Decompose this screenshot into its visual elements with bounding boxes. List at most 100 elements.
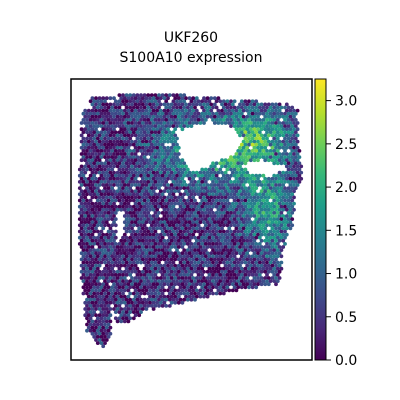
tissue-spot (239, 118, 244, 122)
tissue-spot (200, 291, 205, 296)
tissue-spot (83, 127, 88, 132)
tissue-spot (203, 105, 208, 110)
tissue-spot (209, 226, 214, 231)
tissue-spot (103, 266, 107, 271)
tissue-spot (140, 238, 145, 243)
tissue-spot (243, 136, 248, 141)
tissue-spot (97, 288, 102, 293)
tissue-spot (247, 260, 251, 265)
tissue-spot (124, 211, 129, 215)
tissue-spot (277, 195, 282, 200)
tissue-spot (113, 285, 118, 290)
tissue-spot (164, 124, 169, 128)
tissue-spot (189, 111, 194, 116)
tissue-spot (247, 235, 251, 240)
tissue-spot (113, 173, 118, 178)
tissue-spot (119, 145, 124, 150)
tissue-spot (286, 192, 291, 197)
tissue-spot (265, 229, 269, 234)
tissue-spot (155, 201, 160, 206)
tissue-spot (297, 167, 302, 172)
tissue-spot (220, 220, 224, 225)
tissue-spot (128, 198, 133, 203)
tissue-spot (122, 214, 127, 218)
tissue-spot (155, 102, 160, 107)
tissue-spot (176, 96, 181, 101)
tissue-spot (266, 152, 271, 156)
tissue-spot (275, 273, 280, 277)
tissue-spot (182, 211, 187, 215)
tissue-spot (252, 152, 257, 156)
tissue-spot (103, 186, 107, 191)
tissue-spot (196, 254, 201, 259)
tissue-spot (257, 149, 262, 153)
tissue-spot (234, 158, 239, 163)
tissue-spot (247, 173, 251, 178)
tissue-spot (200, 279, 205, 283)
tissue-spot (185, 266, 190, 271)
tissue-spot (101, 127, 106, 132)
tissue-spot (223, 164, 228, 169)
tissue-spot (248, 189, 253, 194)
tissue-spot (106, 149, 111, 153)
tissue-spot (261, 111, 266, 116)
tissue-spot (187, 214, 192, 218)
tissue-spot (212, 257, 217, 262)
tissue-spot (272, 136, 277, 141)
tissue-spot (211, 291, 215, 296)
tissue-spot (151, 220, 156, 225)
tissue-spot (221, 279, 226, 283)
tissue-spot (286, 124, 291, 128)
tissue-spot (178, 260, 183, 265)
tissue-spot (203, 111, 208, 116)
tissue-spot (257, 124, 262, 128)
tissue-spot (149, 180, 154, 184)
tissue-spot (202, 257, 206, 262)
tissue-spot (115, 207, 120, 212)
tissue-spot (155, 226, 160, 231)
tissue-spot (241, 220, 246, 225)
tissue-spot (103, 304, 107, 308)
tissue-spot (200, 285, 205, 290)
tissue-spot (248, 282, 253, 287)
tissue-spot (277, 158, 282, 163)
tissue-spot (173, 207, 178, 212)
tissue-spot (121, 279, 125, 283)
tissue-spot (131, 242, 136, 246)
tissue-spot (142, 279, 147, 283)
tissue-spot (176, 282, 181, 287)
tissue-spot (122, 207, 127, 212)
tissue-spot (151, 257, 156, 262)
tissue-spot (166, 226, 170, 231)
tissue-spot (200, 242, 205, 246)
tissue-spot (79, 176, 84, 181)
tissue-spot (283, 173, 287, 178)
tissue-spot (209, 238, 214, 243)
tissue-spot (209, 220, 214, 225)
tissue-spot (103, 130, 107, 135)
tissue-spot (268, 266, 273, 271)
tissue-spot (160, 192, 165, 197)
tissue-spot (130, 226, 134, 231)
tissue-spot (155, 170, 160, 175)
tissue-spot (221, 248, 226, 253)
tissue-spot (281, 195, 286, 200)
tissue-spot (175, 161, 179, 166)
tissue-spot (90, 158, 95, 163)
tissue-spot (83, 195, 88, 200)
tissue-spot (216, 282, 221, 287)
tissue-spot (266, 195, 271, 200)
tissue-spot (182, 99, 187, 104)
tissue-spot (92, 204, 97, 209)
tissue-spot (220, 183, 224, 187)
tissue-spot (248, 232, 253, 237)
tissue-spot (101, 201, 106, 206)
tissue-spot (275, 155, 280, 160)
tissue-spot (196, 204, 201, 209)
tissue-spot (211, 180, 215, 184)
tissue-spot (218, 223, 223, 228)
tissue-spot (97, 307, 102, 311)
tissue-spot (293, 124, 298, 128)
tissue-spot (88, 167, 93, 172)
tissue-spot (196, 279, 201, 283)
